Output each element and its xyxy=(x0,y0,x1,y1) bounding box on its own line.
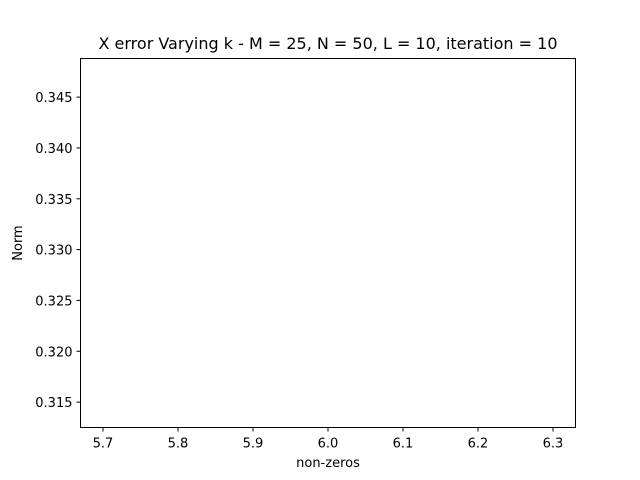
y-tick-label: 0.340 xyxy=(35,142,72,157)
x-tick-label: 5.7 xyxy=(93,437,114,452)
x-axis: 5.7 5.8 5.9 6.0 6.1 6.2 6.3 xyxy=(93,427,564,452)
x-tick-label: 6.2 xyxy=(468,437,489,452)
y-axis-label: Norm xyxy=(11,225,26,260)
x-tick-label: 5.9 xyxy=(243,437,264,452)
y-tick-label: 0.320 xyxy=(35,345,72,360)
y-tick-label: 0.325 xyxy=(35,294,72,309)
y-tick-label: 0.315 xyxy=(35,396,72,411)
x-axis-label: non-zeros xyxy=(296,456,360,471)
chart-title: X error Varying k - M = 25, N = 50, L = … xyxy=(98,34,557,53)
x-tick-label: 6.0 xyxy=(318,437,339,452)
y-tick-label: 0.330 xyxy=(35,244,72,259)
x-tick-label: 5.8 xyxy=(168,437,189,452)
y-axis: 0.315 0.320 0.325 0.330 0.335 0.340 0.345 xyxy=(35,91,81,411)
x-tick-label: 6.3 xyxy=(543,437,564,452)
y-tick-label: 0.345 xyxy=(35,91,72,106)
plot-area xyxy=(80,58,576,428)
x-tick-label: 6.1 xyxy=(393,437,414,452)
y-tick-label: 0.335 xyxy=(35,193,72,208)
